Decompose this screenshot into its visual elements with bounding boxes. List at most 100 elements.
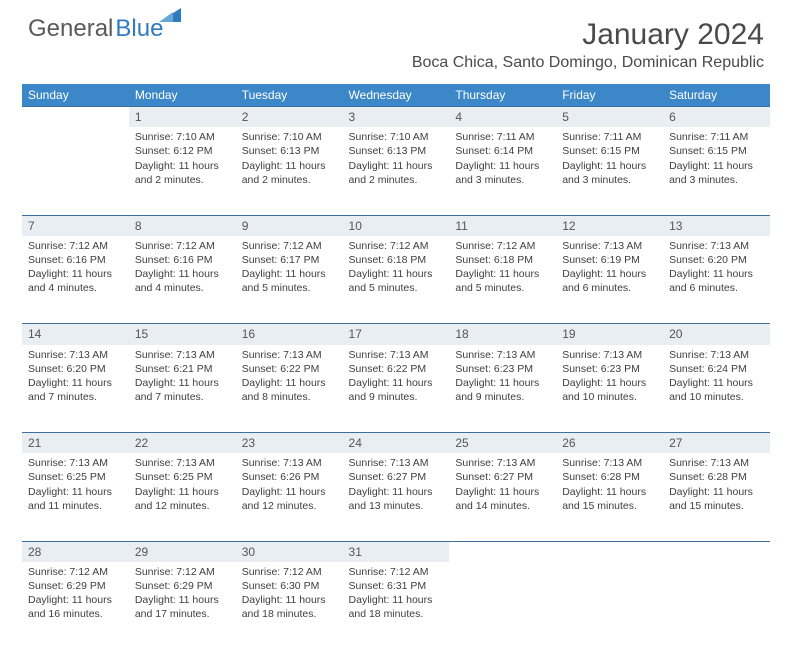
sunrise-line: Sunrise: 7:10 AM: [349, 130, 444, 144]
sunset-line: Sunset: 6:21 PM: [135, 362, 230, 376]
day-cell: Sunrise: 7:13 AMSunset: 6:19 PMDaylight:…: [556, 236, 663, 324]
weekday-header-row: SundayMondayTuesdayWednesdayThursdayFrid…: [22, 84, 770, 107]
day-cell: Sunrise: 7:12 AMSunset: 6:17 PMDaylight:…: [236, 236, 343, 324]
sunset-line: Sunset: 6:13 PM: [242, 144, 337, 158]
daylight-line: Daylight: 11 hours and 17 minutes.: [135, 593, 230, 621]
day-number: 29: [129, 541, 236, 562]
sunrise-line: Sunrise: 7:13 AM: [562, 348, 657, 362]
empty-day-number: [663, 541, 770, 562]
daylight-line: Daylight: 11 hours and 2 minutes.: [135, 159, 230, 187]
day-content-row: Sunrise: 7:13 AMSunset: 6:25 PMDaylight:…: [22, 453, 770, 541]
day-cell: Sunrise: 7:13 AMSunset: 6:20 PMDaylight:…: [663, 236, 770, 324]
title-block: January 2024 Boca Chica, Santo Domingo, …: [412, 18, 764, 72]
sunset-line: Sunset: 6:20 PM: [669, 253, 764, 267]
sunrise-line: Sunrise: 7:13 AM: [562, 456, 657, 470]
sunrise-line: Sunrise: 7:12 AM: [28, 239, 123, 253]
day-number: 21: [22, 433, 129, 454]
daylight-line: Daylight: 11 hours and 9 minutes.: [349, 376, 444, 404]
day-number-row: 78910111213: [22, 215, 770, 236]
day-cell: Sunrise: 7:13 AMSunset: 6:26 PMDaylight:…: [236, 453, 343, 541]
weekday-header: Friday: [556, 84, 663, 107]
sunrise-line: Sunrise: 7:13 AM: [135, 348, 230, 362]
daylight-line: Daylight: 11 hours and 14 minutes.: [455, 485, 550, 513]
sunrise-line: Sunrise: 7:13 AM: [669, 239, 764, 253]
sunrise-line: Sunrise: 7:11 AM: [562, 130, 657, 144]
sunset-line: Sunset: 6:30 PM: [242, 579, 337, 593]
sunset-line: Sunset: 6:22 PM: [349, 362, 444, 376]
daylight-line: Daylight: 11 hours and 3 minutes.: [669, 159, 764, 187]
day-number: 27: [663, 433, 770, 454]
day-cell: Sunrise: 7:12 AMSunset: 6:16 PMDaylight:…: [22, 236, 129, 324]
sunset-line: Sunset: 6:28 PM: [669, 470, 764, 484]
day-cell: Sunrise: 7:12 AMSunset: 6:16 PMDaylight:…: [129, 236, 236, 324]
sunset-line: Sunset: 6:15 PM: [669, 144, 764, 158]
day-number: 8: [129, 215, 236, 236]
sunrise-line: Sunrise: 7:10 AM: [242, 130, 337, 144]
sunrise-line: Sunrise: 7:13 AM: [242, 348, 337, 362]
sunset-line: Sunset: 6:12 PM: [135, 144, 230, 158]
sunrise-line: Sunrise: 7:13 AM: [135, 456, 230, 470]
sunrise-line: Sunrise: 7:12 AM: [349, 239, 444, 253]
day-number: 25: [449, 433, 556, 454]
sunrise-line: Sunrise: 7:13 AM: [455, 456, 550, 470]
empty-day-number: [449, 541, 556, 562]
daylight-line: Daylight: 11 hours and 3 minutes.: [455, 159, 550, 187]
daylight-line: Daylight: 11 hours and 5 minutes.: [349, 267, 444, 295]
day-cell: Sunrise: 7:13 AMSunset: 6:23 PMDaylight:…: [556, 345, 663, 433]
weekday-header: Sunday: [22, 84, 129, 107]
daylight-line: Daylight: 11 hours and 13 minutes.: [349, 485, 444, 513]
day-number: 18: [449, 324, 556, 345]
day-cell: Sunrise: 7:13 AMSunset: 6:21 PMDaylight:…: [129, 345, 236, 433]
logo-triangle-icon: [159, 4, 181, 26]
day-number: 24: [343, 433, 450, 454]
day-number: 23: [236, 433, 343, 454]
daylight-line: Daylight: 11 hours and 10 minutes.: [562, 376, 657, 404]
day-number: 14: [22, 324, 129, 345]
logo-blue-text: Blue: [115, 18, 163, 40]
sunset-line: Sunset: 6:29 PM: [28, 579, 123, 593]
day-number: 22: [129, 433, 236, 454]
day-number-row: 14151617181920: [22, 324, 770, 345]
day-number: 12: [556, 215, 663, 236]
daylight-line: Daylight: 11 hours and 7 minutes.: [135, 376, 230, 404]
day-number: 13: [663, 215, 770, 236]
day-number: 15: [129, 324, 236, 345]
sunrise-line: Sunrise: 7:12 AM: [135, 565, 230, 579]
day-cell: Sunrise: 7:12 AMSunset: 6:31 PMDaylight:…: [343, 562, 450, 650]
day-cell: Sunrise: 7:11 AMSunset: 6:15 PMDaylight:…: [556, 127, 663, 215]
daylight-line: Daylight: 11 hours and 18 minutes.: [349, 593, 444, 621]
day-content-row: Sunrise: 7:13 AMSunset: 6:20 PMDaylight:…: [22, 345, 770, 433]
location-subtitle: Boca Chica, Santo Domingo, Dominican Rep…: [412, 54, 764, 72]
sunset-line: Sunset: 6:25 PM: [135, 470, 230, 484]
day-cell: Sunrise: 7:13 AMSunset: 6:28 PMDaylight:…: [663, 453, 770, 541]
sunrise-line: Sunrise: 7:11 AM: [669, 130, 764, 144]
daylight-line: Daylight: 11 hours and 16 minutes.: [28, 593, 123, 621]
sunrise-line: Sunrise: 7:13 AM: [349, 348, 444, 362]
sunset-line: Sunset: 6:22 PM: [242, 362, 337, 376]
daylight-line: Daylight: 11 hours and 7 minutes.: [28, 376, 123, 404]
sunrise-line: Sunrise: 7:10 AM: [135, 130, 230, 144]
sunrise-line: Sunrise: 7:13 AM: [349, 456, 444, 470]
daylight-line: Daylight: 11 hours and 4 minutes.: [28, 267, 123, 295]
sunset-line: Sunset: 6:26 PM: [242, 470, 337, 484]
empty-day-cell: [22, 127, 129, 215]
sunset-line: Sunset: 6:20 PM: [28, 362, 123, 376]
day-number: 1: [129, 107, 236, 128]
sunrise-line: Sunrise: 7:13 AM: [562, 239, 657, 253]
day-cell: Sunrise: 7:10 AMSunset: 6:13 PMDaylight:…: [236, 127, 343, 215]
sunset-line: Sunset: 6:18 PM: [455, 253, 550, 267]
sunset-line: Sunset: 6:16 PM: [28, 253, 123, 267]
daylight-line: Daylight: 11 hours and 18 minutes.: [242, 593, 337, 621]
day-number-row: 21222324252627: [22, 433, 770, 454]
daylight-line: Daylight: 11 hours and 2 minutes.: [242, 159, 337, 187]
day-cell: Sunrise: 7:13 AMSunset: 6:27 PMDaylight:…: [343, 453, 450, 541]
sunset-line: Sunset: 6:19 PM: [562, 253, 657, 267]
weekday-header: Tuesday: [236, 84, 343, 107]
empty-day-cell: [449, 562, 556, 650]
sunset-line: Sunset: 6:14 PM: [455, 144, 550, 158]
day-content-row: Sunrise: 7:12 AMSunset: 6:29 PMDaylight:…: [22, 562, 770, 650]
sunset-line: Sunset: 6:15 PM: [562, 144, 657, 158]
day-number: 7: [22, 215, 129, 236]
sunset-line: Sunset: 6:23 PM: [562, 362, 657, 376]
sunset-line: Sunset: 6:29 PM: [135, 579, 230, 593]
